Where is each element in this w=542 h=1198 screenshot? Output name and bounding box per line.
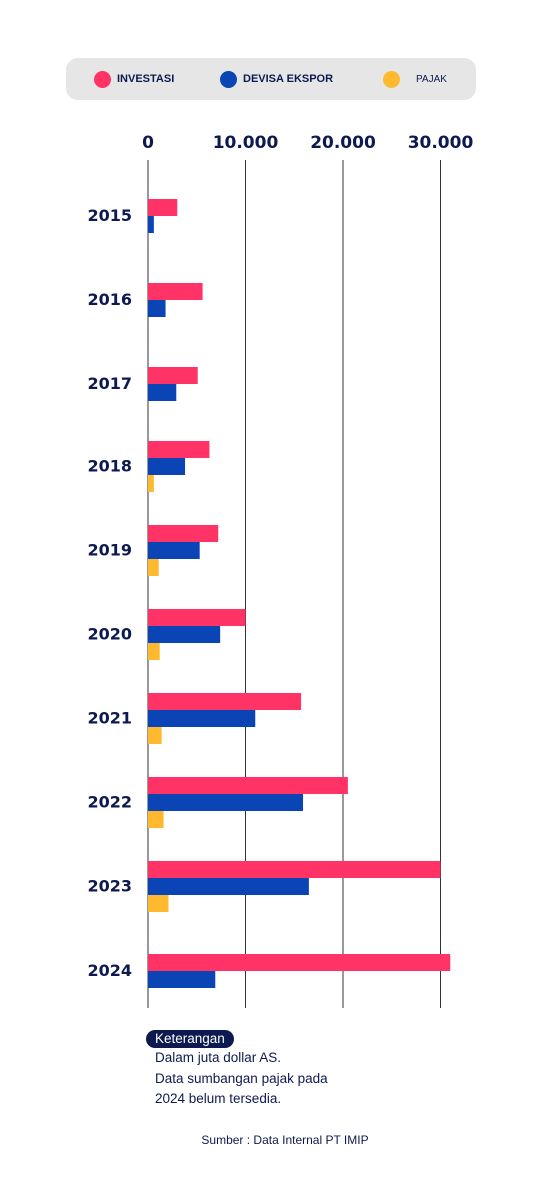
category-label: 2020: [87, 625, 132, 644]
legend-item-pajak: PAJAK: [383, 58, 447, 100]
category-label: 2015: [87, 206, 132, 225]
category-label: 2023: [87, 877, 132, 896]
bar: [148, 861, 441, 878]
x-tick-label: 20.000: [310, 133, 376, 153]
category-label: 2024: [87, 961, 132, 980]
bar: [148, 458, 186, 475]
bar: [148, 626, 221, 643]
bar: [148, 878, 309, 895]
note-line-3: 2024 belum tersedia.: [155, 1091, 282, 1106]
note-line-2: Data sumbangan pajak pada: [155, 1070, 328, 1086]
category-label: 2022: [87, 793, 132, 812]
bar: [148, 777, 348, 794]
bar: [148, 542, 200, 559]
bar: [148, 199, 178, 216]
bar: [148, 794, 304, 811]
note-line-1: Dalam juta dollar AS.: [155, 1050, 282, 1065]
legend-swatch-pajak: [383, 70, 400, 88]
legend-item-devisa: DEVISA EKSPOR: [220, 58, 333, 100]
category-label: 2016: [87, 290, 132, 309]
bar: [148, 475, 154, 492]
notes-title-badge: Keterangan: [146, 1030, 234, 1048]
category-label: 2021: [87, 709, 132, 728]
bar: [148, 384, 177, 401]
bar: [148, 954, 451, 971]
bar: [148, 643, 160, 660]
legend-label-investasi: INVESTASI: [117, 73, 175, 85]
legend-swatch-devisa: [220, 70, 237, 88]
legend-label-pajak: PAJAK: [416, 73, 447, 85]
bar: [148, 367, 198, 384]
bar: [148, 727, 162, 744]
legend-swatch-investasi: [94, 70, 111, 88]
x-tick-label: 10.000: [213, 133, 279, 153]
bar: [148, 283, 203, 300]
chart-legend: INVESTASI DEVISA EKSPOR PAJAK: [66, 58, 476, 100]
bar: [148, 300, 166, 317]
notes-box: Keterangan Dalam juta dollar AS. Data su…: [146, 1030, 328, 1110]
bar-chart: 0 10.000 20.000 30.000 2015 2016 2017 2018 2019 2…: [87, 133, 474, 1008]
x-tick-label: 0: [142, 133, 154, 153]
source-text: Sumber : Data Internal PT IMIP: [201, 1133, 369, 1147]
bar: [148, 971, 216, 988]
bar: [148, 216, 154, 233]
bar: [148, 609, 246, 626]
legend-label-devisa: DEVISA EKSPOR: [243, 73, 334, 85]
category-label: 2019: [87, 541, 132, 560]
bar: [148, 710, 256, 727]
x-tick-label: 30.000: [408, 133, 474, 153]
bar: [148, 693, 302, 710]
category-label: 2018: [87, 457, 132, 476]
bar: [148, 559, 159, 576]
bar: [148, 525, 219, 542]
legend-item-investasi: INVESTASI: [94, 58, 174, 100]
bar: [148, 441, 210, 458]
category-label: 2017: [87, 374, 132, 393]
bar: [148, 895, 169, 912]
bar: [148, 811, 164, 828]
